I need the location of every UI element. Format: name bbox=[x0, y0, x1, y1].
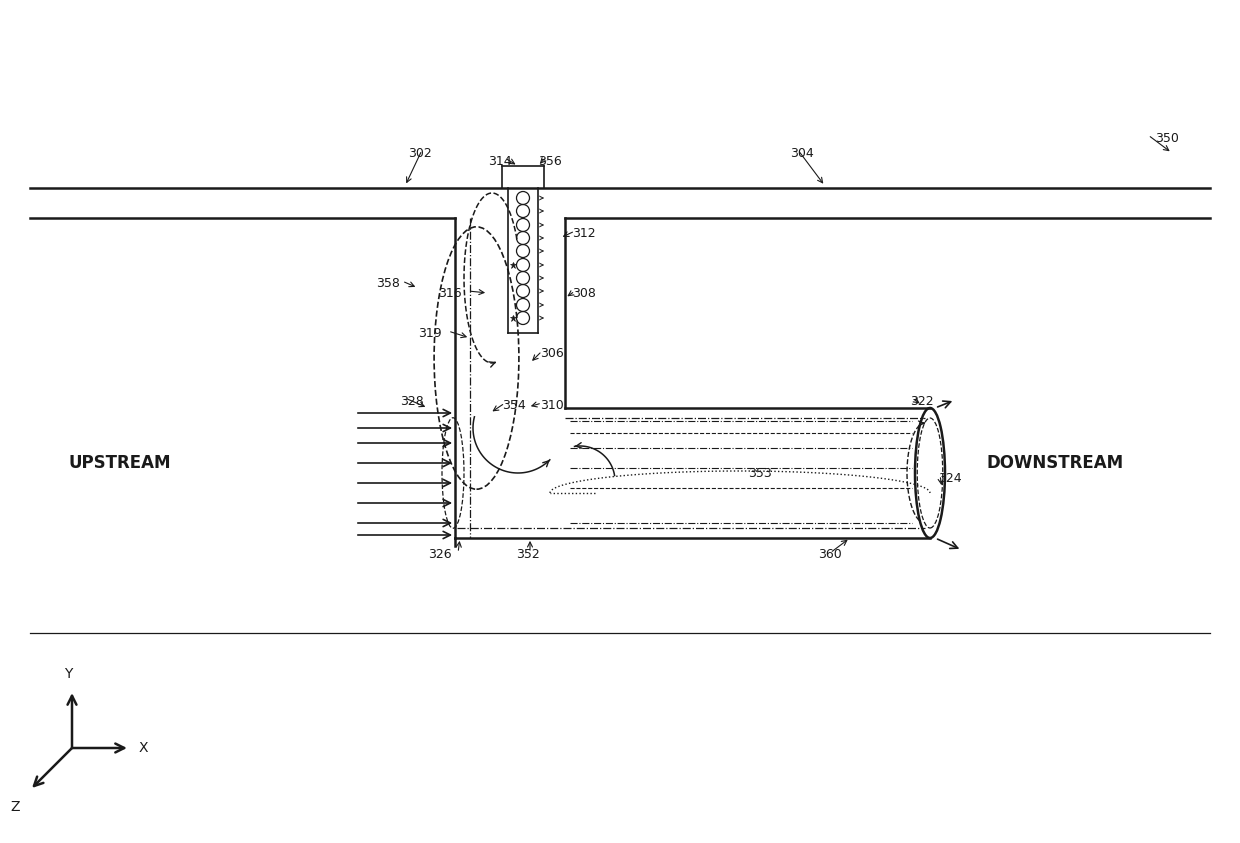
Text: Y: Y bbox=[63, 667, 72, 681]
Text: 324: 324 bbox=[937, 471, 962, 485]
Text: 353: 353 bbox=[748, 466, 771, 480]
Text: 358: 358 bbox=[376, 277, 401, 289]
Text: 308: 308 bbox=[572, 287, 596, 299]
Text: X: X bbox=[139, 741, 149, 755]
Text: 322: 322 bbox=[910, 395, 934, 407]
Text: 306: 306 bbox=[539, 346, 564, 359]
Text: UPSTREAM: UPSTREAM bbox=[68, 454, 171, 472]
Text: 312: 312 bbox=[572, 227, 595, 239]
Text: 326: 326 bbox=[428, 549, 453, 561]
Text: 360: 360 bbox=[818, 549, 842, 561]
Text: 356: 356 bbox=[538, 154, 562, 168]
Text: 352: 352 bbox=[516, 549, 539, 561]
Text: 316: 316 bbox=[439, 287, 463, 299]
Text: Z: Z bbox=[10, 800, 20, 814]
Text: 304: 304 bbox=[790, 147, 813, 159]
Text: DOWNSTREAM: DOWNSTREAM bbox=[987, 454, 1123, 472]
Text: 354: 354 bbox=[502, 399, 526, 411]
Text: 314: 314 bbox=[489, 154, 512, 168]
Text: 350: 350 bbox=[1154, 132, 1179, 144]
Text: 319: 319 bbox=[418, 326, 441, 340]
Text: 302: 302 bbox=[408, 147, 432, 159]
Text: 328: 328 bbox=[401, 395, 424, 407]
Text: 310: 310 bbox=[539, 399, 564, 411]
